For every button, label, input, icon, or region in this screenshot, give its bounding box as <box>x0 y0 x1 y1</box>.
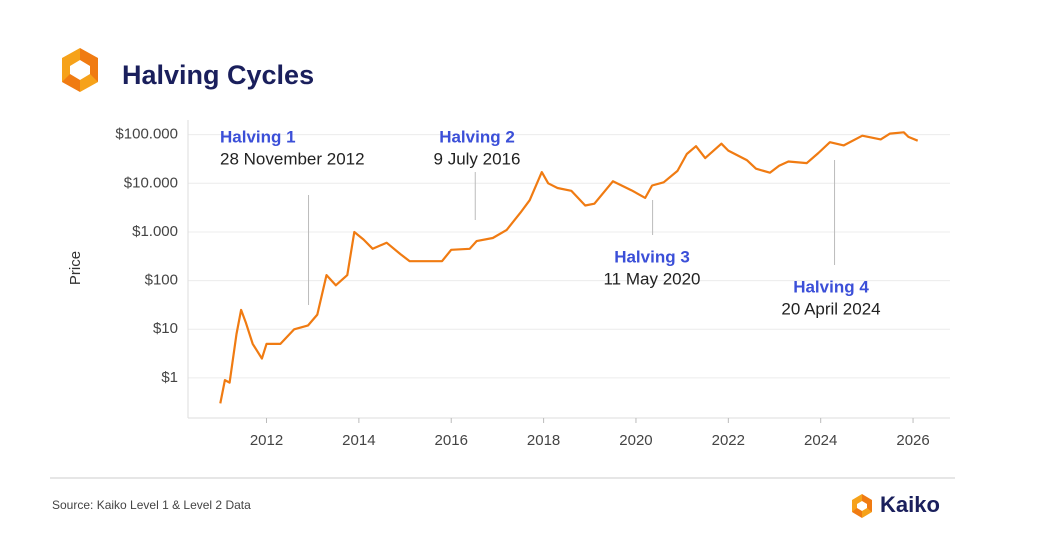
x-tick-label: 2020 <box>619 432 652 449</box>
y-tick-label: $10.000 <box>124 174 178 191</box>
y-tick-label: $10 <box>153 320 178 337</box>
y-tick-label: $1.000 <box>132 223 178 240</box>
halving-label: Halving 4 <box>793 277 869 296</box>
halving-label: Halving 3 <box>614 247 690 266</box>
y-tick-label: $100 <box>145 272 178 289</box>
x-tick-label: 2022 <box>712 432 745 449</box>
y-tick-label: $1 <box>161 369 178 386</box>
y-tick-label: $100.000 <box>115 126 178 143</box>
y-axis-label: Price <box>67 251 84 285</box>
chart-title: Halving Cycles <box>122 60 314 90</box>
brand: Kaiko <box>880 492 940 517</box>
halving-date: 20 April 2024 <box>781 299 880 318</box>
halving-date: 28 November 2012 <box>220 149 365 168</box>
halving-label: Halving 1 <box>220 127 296 146</box>
x-tick-label: 2018 <box>527 432 560 449</box>
x-tick-label: 2016 <box>435 432 468 449</box>
price-line <box>219 131 919 404</box>
x-tick-label: 2014 <box>342 432 375 449</box>
logo <box>62 48 98 92</box>
x-tick-label: 2026 <box>896 432 929 449</box>
x-tick-label: 2012 <box>250 432 283 449</box>
brand-logo <box>852 494 872 518</box>
halving-date: 9 July 2016 <box>434 149 521 168</box>
source: Source: Kaiko Level 1 & Level 2 Data <box>52 498 251 512</box>
halving-date: 11 May 2020 <box>603 269 700 288</box>
x-tick-label: 2024 <box>804 432 837 449</box>
halving-label: Halving 2 <box>439 127 515 146</box>
